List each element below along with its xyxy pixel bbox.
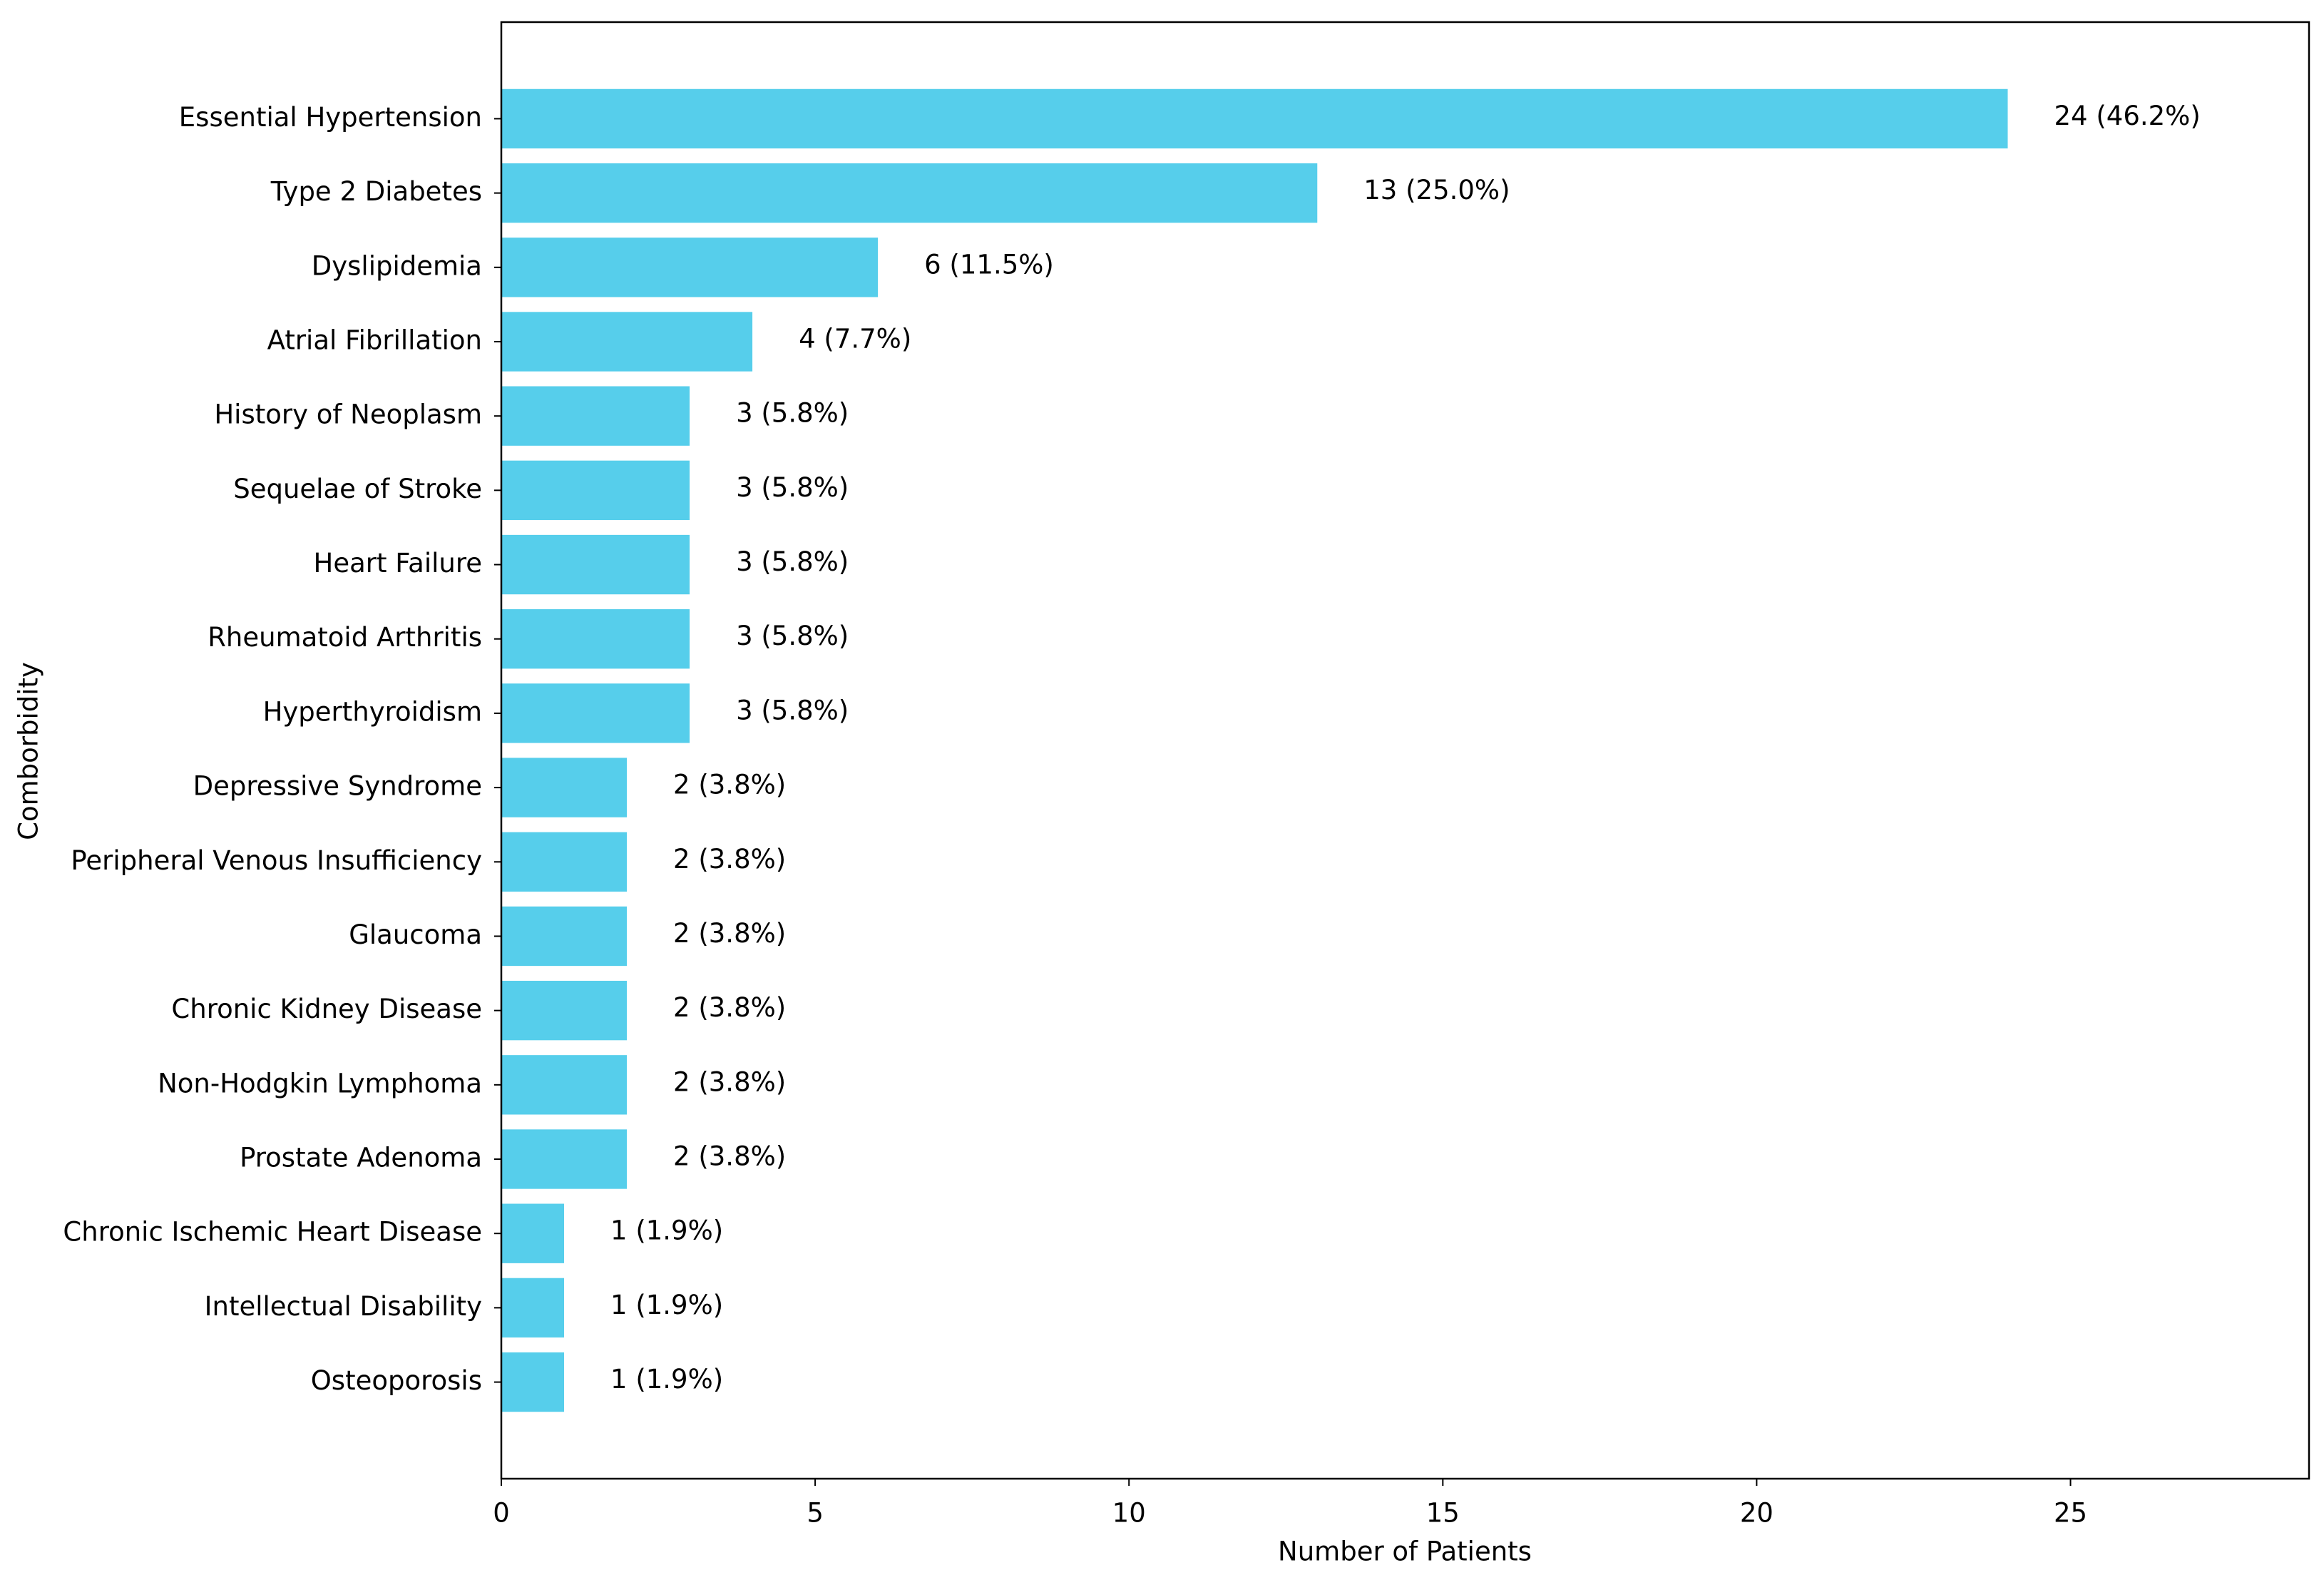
y-tick-label: Non-Hodgkin Lymphoma: [158, 1068, 482, 1099]
x-tick-label: 0: [493, 1498, 510, 1529]
bar: [501, 832, 628, 892]
value-label: 1 (1.9%): [610, 1215, 723, 1246]
value-label: 2 (3.8%): [673, 992, 786, 1023]
value-label: 2 (3.8%): [673, 770, 786, 800]
y-tick-label: Intellectual Disability: [205, 1291, 482, 1322]
y-tick-label: Peripheral Venous Insufficiency: [71, 845, 482, 876]
bar: [501, 238, 879, 297]
x-tick-label: 20: [1740, 1498, 1773, 1529]
value-label: 2 (3.8%): [673, 1066, 786, 1097]
bar: [501, 609, 690, 669]
bar: [501, 683, 690, 743]
x-tick-label: 10: [1112, 1498, 1146, 1529]
bar: [501, 386, 690, 446]
y-tick-label: Chronic Kidney Disease: [171, 994, 482, 1024]
bar: [501, 906, 628, 967]
value-label: 3 (5.8%): [736, 472, 849, 503]
x-tick-label: 25: [2054, 1498, 2087, 1529]
y-tick-label: Heart Failure: [314, 548, 482, 578]
bar: [501, 1129, 628, 1189]
x-tick-label: 15: [1426, 1498, 1460, 1529]
y-tick-label: Atrial Fibrillation: [267, 325, 482, 355]
value-label: 2 (3.8%): [673, 918, 786, 949]
value-label: 2 (3.8%): [673, 844, 786, 875]
bar: [501, 980, 628, 1041]
bar: [501, 1203, 565, 1263]
value-label: 24 (46.2%): [2054, 101, 2201, 131]
y-tick-label: History of Neoplasm: [214, 399, 482, 430]
bar: [501, 1352, 565, 1412]
value-label: 3 (5.8%): [736, 621, 849, 651]
y-tick-label: Essential Hypertension: [179, 102, 482, 133]
x-tick-label: 5: [807, 1498, 824, 1529]
bar: [501, 758, 628, 817]
x-axis-label: Number of Patients: [1278, 1536, 1532, 1567]
y-tick-label: Depressive Syndrome: [193, 771, 482, 802]
y-tick-label: Hyperthyroidism: [263, 696, 482, 727]
y-tick-label: Osteoporosis: [311, 1365, 482, 1396]
bar: [501, 460, 690, 521]
bar: [501, 163, 1318, 223]
value-label: 13 (25.0%): [1363, 175, 1510, 205]
value-label: 2 (3.8%): [673, 1141, 786, 1172]
y-tick-label: Dyslipidemia: [312, 250, 482, 281]
value-label: 3 (5.8%): [736, 398, 849, 429]
bar: [501, 312, 753, 372]
value-label: 4 (7.7%): [799, 323, 911, 354]
value-label: 1 (1.9%): [610, 1364, 723, 1395]
value-label: 3 (5.8%): [736, 546, 849, 577]
y-tick-label: Sequelae of Stroke: [233, 474, 482, 504]
value-label: 1 (1.9%): [610, 1290, 723, 1320]
y-tick-label: Type 2 Diabetes: [270, 176, 482, 207]
y-tick-label: Chronic Ischemic Heart Disease: [63, 1217, 482, 1248]
bar: [501, 1055, 628, 1115]
bar: [501, 534, 690, 595]
value-label: 6 (11.5%): [924, 249, 1054, 280]
bar: [501, 1278, 565, 1338]
y-tick-label: Glaucoma: [349, 919, 482, 950]
plot-frame: [500, 21, 2310, 1480]
bar: [501, 88, 2008, 149]
y-tick-label: Prostate Adenoma: [240, 1143, 482, 1173]
y-tick-label: Rheumatoid Arthritis: [208, 622, 482, 653]
value-label: 3 (5.8%): [736, 695, 849, 725]
y-axis-label: Comborbidity: [14, 662, 44, 840]
